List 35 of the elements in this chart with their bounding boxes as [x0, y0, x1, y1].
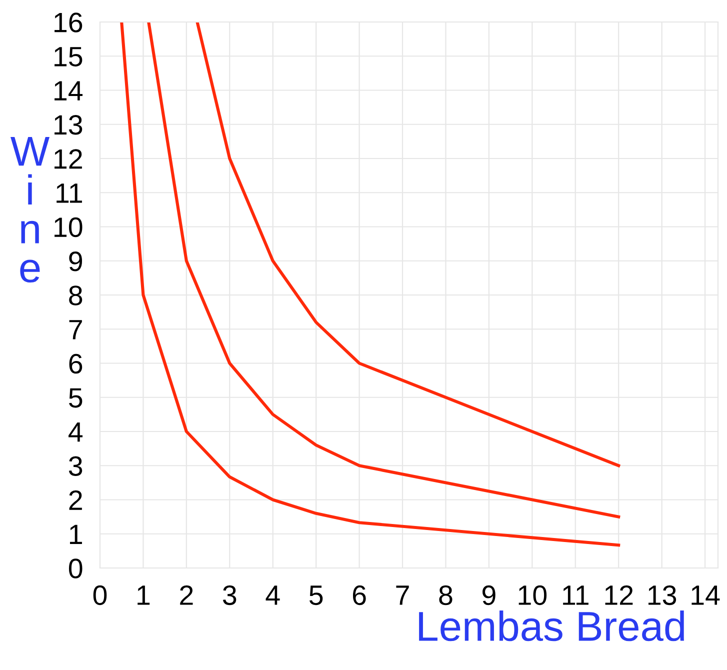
x-tick-label: 11 — [563, 586, 588, 605]
line-series — [196, 22, 620, 468]
y-axis-title: Wine — [10, 136, 50, 283]
x-tick-label: 13 — [648, 585, 676, 606]
x-tick-label: 4 — [266, 586, 280, 605]
x-tick-label: 6 — [352, 585, 366, 606]
y-tick-label: 7 — [69, 320, 82, 340]
x-tick-label: 0 — [93, 585, 107, 606]
x-tick-label: 2 — [180, 585, 193, 605]
y-tick-label: 15 — [54, 47, 82, 66]
x-axis-title: Lembas Bread — [419, 610, 684, 642]
x-tick-label: 10 — [518, 585, 547, 606]
y-tick-label: 13 — [54, 115, 82, 135]
y-tick-label: 6 — [69, 354, 82, 374]
x-tick-label: 8 — [439, 585, 452, 606]
y-tick-label: 16 — [54, 12, 82, 32]
x-tick-label: 14 — [692, 586, 720, 605]
y-tick-label: 14 — [54, 81, 83, 100]
y-tick-label: 0 — [68, 558, 82, 578]
x-tick-label: 9 — [482, 585, 496, 606]
x-tick-label: 7 — [396, 586, 409, 605]
y-tick-label: 8 — [69, 286, 82, 306]
x-tick-label: 1 — [138, 586, 150, 605]
y-tick-label: 2 — [69, 490, 82, 510]
y-tick-label: 1 — [70, 524, 82, 544]
y-tick-label: 10 — [54, 217, 82, 238]
x-tick-label: 3 — [222, 585, 236, 606]
y-tick-label: 11 — [56, 184, 82, 203]
y-tick-label: 9 — [69, 252, 82, 272]
y-tick-label: 12 — [54, 149, 82, 169]
y-tick-label: 4 — [68, 422, 83, 442]
y-tick-label: 5 — [68, 388, 82, 408]
y-tick-label: 3 — [68, 456, 82, 476]
x-tick-label: 5 — [309, 586, 323, 606]
x-tick-label: 12 — [605, 585, 633, 605]
